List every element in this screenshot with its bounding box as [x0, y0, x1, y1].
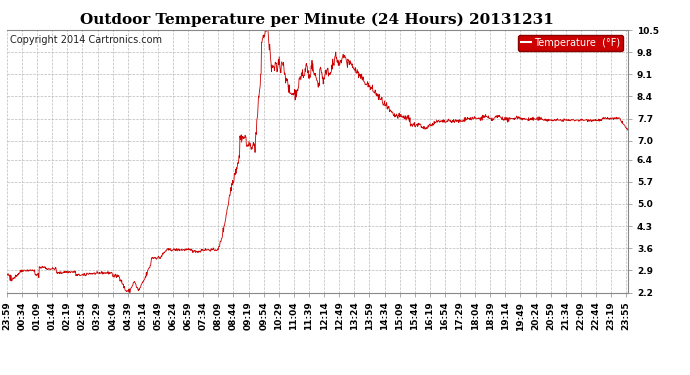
Title: Outdoor Temperature per Minute (24 Hours) 20131231: Outdoor Temperature per Minute (24 Hours…: [81, 13, 554, 27]
Legend: Temperature  (°F): Temperature (°F): [518, 35, 623, 51]
Text: Copyright 2014 Cartronics.com: Copyright 2014 Cartronics.com: [10, 35, 162, 45]
